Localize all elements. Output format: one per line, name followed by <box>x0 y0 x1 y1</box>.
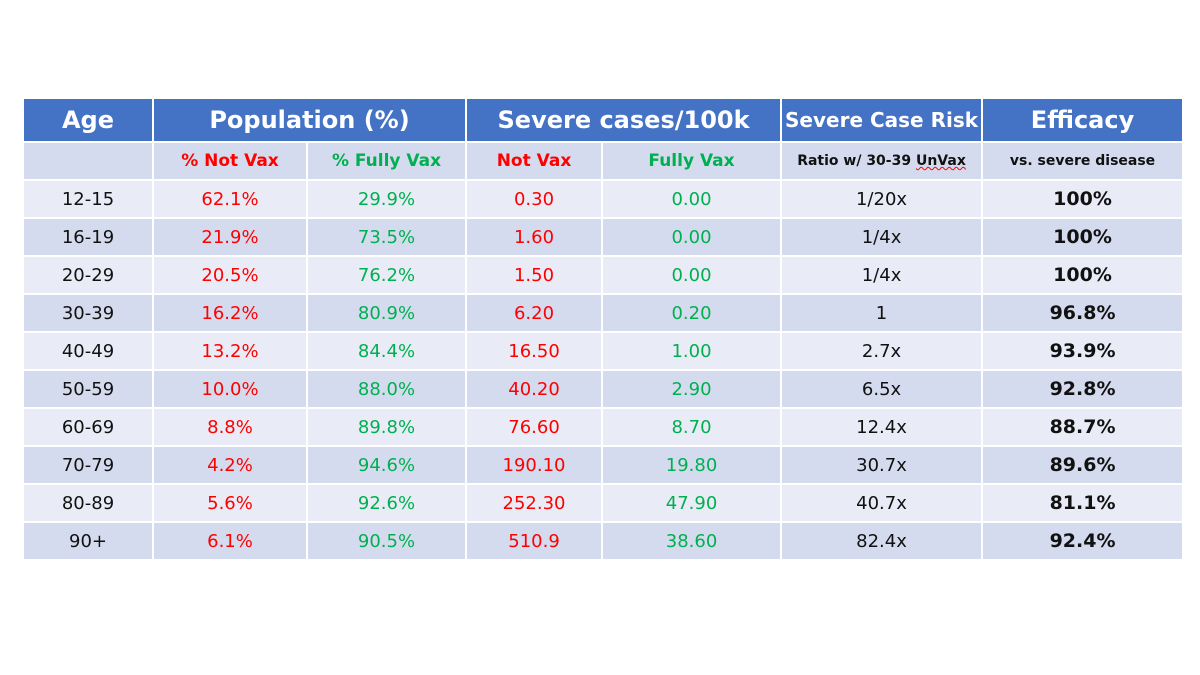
cell-age: 80-89 <box>22 483 154 523</box>
cell-risk: 12.4x <box>780 407 984 447</box>
cell-risk: 82.4x <box>780 521 984 561</box>
cell-age: 16-19 <box>22 217 154 257</box>
cell-risk: 2.7x <box>780 331 984 371</box>
cell-cases-fully-vax: 19.80 <box>601 445 783 485</box>
cell-risk: 30.7x <box>780 445 984 485</box>
subheader-cases-fully-vax: Fully Vax <box>601 141 783 181</box>
cell-pop-not-vax: 10.0% <box>152 369 308 409</box>
cell-pop-not-vax: 4.2% <box>152 445 308 485</box>
subheader-efficacy: vs. severe disease <box>981 141 1185 181</box>
table-row: 40-49 13.2% 84.4% 16.50 1.00 2.7x 93.9% <box>22 331 1185 371</box>
header-population: Population (%) <box>151 97 468 143</box>
cell-cases-not-vax: 76.60 <box>465 407 604 447</box>
subheader-risk-prefix: Ratio w/ 30-39 <box>797 153 916 169</box>
table-row: 90+ 6.1% 90.5% 510.9 38.60 82.4x 92.4% <box>22 521 1185 561</box>
cell-cases-fully-vax: 0.20 <box>601 293 783 333</box>
table-row: 70-79 4.2% 94.6% 190.10 19.80 30.7x 89.6… <box>22 445 1185 485</box>
cell-cases-fully-vax: 2.90 <box>601 369 783 409</box>
cell-pop-not-vax: 6.1% <box>152 521 308 561</box>
cell-cases-fully-vax: 0.00 <box>601 179 783 219</box>
cell-risk: 40.7x <box>780 483 984 523</box>
cell-pop-fully-vax: 89.8% <box>305 407 468 447</box>
cell-cases-not-vax: 1.50 <box>465 255 604 295</box>
cell-pop-fully-vax: 94.6% <box>305 445 468 485</box>
cell-cases-fully-vax: 0.00 <box>601 255 783 295</box>
cell-cases-fully-vax: 47.90 <box>601 483 783 523</box>
cell-efficacy: 81.1% <box>981 483 1185 523</box>
subheader-pop-not-vax: % Not Vax <box>152 141 308 181</box>
cell-age: 60-69 <box>22 407 154 447</box>
cell-pop-not-vax: 21.9% <box>152 217 308 257</box>
table-body: 12-15 62.1% 29.9% 0.30 0.00 1/20x 100% 1… <box>22 179 1185 561</box>
cell-cases-not-vax: 0.30 <box>465 179 604 219</box>
header-row: Age Population (%) Severe cases/100k Sev… <box>22 97 1185 143</box>
cell-cases-not-vax: 190.10 <box>465 445 604 485</box>
cell-efficacy: 100% <box>981 217 1185 257</box>
cell-pop-fully-vax: 73.5% <box>305 217 468 257</box>
cell-cases-fully-vax: 8.70 <box>601 407 783 447</box>
cell-age: 90+ <box>22 521 154 561</box>
cell-cases-fully-vax: 0.00 <box>601 217 783 257</box>
cell-efficacy: 100% <box>981 255 1185 295</box>
cell-pop-fully-vax: 92.6% <box>305 483 468 523</box>
cell-pop-fully-vax: 29.9% <box>305 179 468 219</box>
cell-cases-not-vax: 40.20 <box>465 369 604 409</box>
vaccine-efficacy-table: Age Population (%) Severe cases/100k Sev… <box>22 97 1185 561</box>
cell-risk: 1/4x <box>780 217 984 257</box>
table-row: 20-29 20.5% 76.2% 1.50 0.00 1/4x 100% <box>22 255 1185 295</box>
table-row: 16-19 21.9% 73.5% 1.60 0.00 1/4x 100% <box>22 217 1185 257</box>
cell-pop-fully-vax: 90.5% <box>305 521 468 561</box>
cell-efficacy: 88.7% <box>981 407 1185 447</box>
subheader-pop-fully-vax: % Fully Vax <box>305 141 468 181</box>
cell-cases-not-vax: 510.9 <box>465 521 604 561</box>
cell-pop-not-vax: 13.2% <box>152 331 308 371</box>
cell-age: 40-49 <box>22 331 154 371</box>
cell-pop-not-vax: 8.8% <box>152 407 308 447</box>
subheader-cases-not-vax: Not Vax <box>465 141 604 181</box>
header-age: Age <box>22 97 154 143</box>
cell-pop-not-vax: 5.6% <box>152 483 308 523</box>
table-row: 60-69 8.8% 89.8% 76.60 8.70 12.4x 88.7% <box>22 407 1185 447</box>
header-efficacy: Efficacy <box>981 97 1185 143</box>
cell-pop-fully-vax: 76.2% <box>305 255 468 295</box>
table-row: 80-89 5.6% 92.6% 252.30 47.90 40.7x 81.1… <box>22 483 1185 523</box>
cell-age: 50-59 <box>22 369 154 409</box>
cell-pop-not-vax: 62.1% <box>152 179 308 219</box>
subheader-age <box>22 141 154 181</box>
table-row: 50-59 10.0% 88.0% 40.20 2.90 6.5x 92.8% <box>22 369 1185 409</box>
header-severe-cases: Severe cases/100k <box>465 97 783 143</box>
cell-risk: 1/4x <box>780 255 984 295</box>
cell-efficacy: 92.8% <box>981 369 1185 409</box>
cell-pop-fully-vax: 80.9% <box>305 293 468 333</box>
cell-pop-not-vax: 16.2% <box>152 293 308 333</box>
cell-efficacy: 93.9% <box>981 331 1185 371</box>
cell-cases-fully-vax: 1.00 <box>601 331 783 371</box>
cell-pop-fully-vax: 84.4% <box>305 331 468 371</box>
cell-risk: 6.5x <box>780 369 984 409</box>
cell-cases-fully-vax: 38.60 <box>601 521 783 561</box>
subheader-risk-suffix: UnVax <box>915 153 966 169</box>
cell-cases-not-vax: 1.60 <box>465 217 604 257</box>
cell-efficacy: 92.4% <box>981 521 1185 561</box>
cell-efficacy: 100% <box>981 179 1185 219</box>
cell-pop-fully-vax: 88.0% <box>305 369 468 409</box>
table-row: 30-39 16.2% 80.9% 6.20 0.20 1 96.8% <box>22 293 1185 333</box>
cell-risk: 1 <box>780 293 984 333</box>
subheader-row: % Not Vax % Fully Vax Not Vax Fully Vax … <box>22 141 1185 181</box>
cell-age: 20-29 <box>22 255 154 295</box>
cell-cases-not-vax: 16.50 <box>465 331 604 371</box>
subheader-risk-ratio: Ratio w/ 30-39 UnVax <box>780 141 984 181</box>
table-row: 12-15 62.1% 29.9% 0.30 0.00 1/20x 100% <box>22 179 1185 219</box>
cell-age: 30-39 <box>22 293 154 333</box>
cell-efficacy: 96.8% <box>981 293 1185 333</box>
cell-efficacy: 89.6% <box>981 445 1185 485</box>
header-severe-case-risk: Severe Case Risk <box>780 97 984 143</box>
cell-age: 70-79 <box>22 445 154 485</box>
cell-cases-not-vax: 252.30 <box>465 483 604 523</box>
cell-cases-not-vax: 6.20 <box>465 293 604 333</box>
cell-age: 12-15 <box>22 179 154 219</box>
cell-risk: 1/20x <box>780 179 984 219</box>
cell-pop-not-vax: 20.5% <box>152 255 308 295</box>
